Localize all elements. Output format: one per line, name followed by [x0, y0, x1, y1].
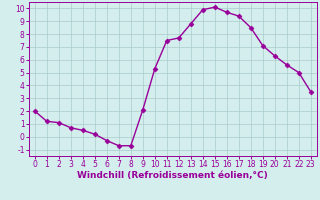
X-axis label: Windchill (Refroidissement éolien,°C): Windchill (Refroidissement éolien,°C): [77, 171, 268, 180]
